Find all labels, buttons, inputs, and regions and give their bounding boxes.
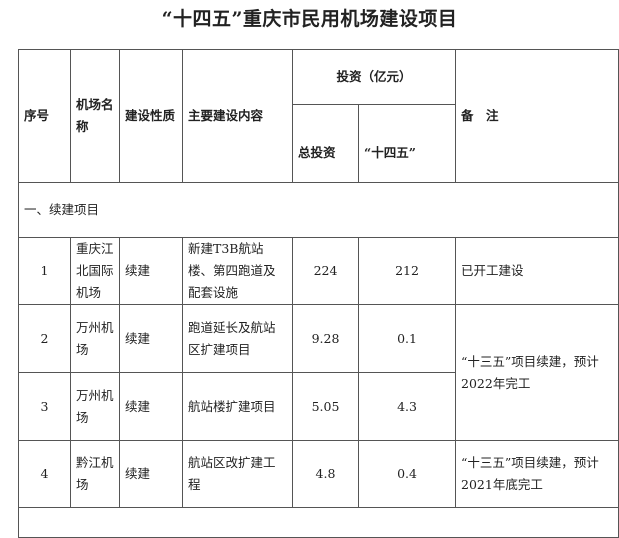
- row-type: 续建: [119, 237, 183, 305]
- row-total: 224: [292, 237, 359, 305]
- header-subrow: 总投资 “十四五”: [19, 104, 619, 183]
- header-total: 总投资: [292, 104, 359, 183]
- table-row-partial: [17, 507, 619, 538]
- row-total: 9.28: [292, 304, 359, 373]
- header-content: 主要建设内容: [182, 49, 293, 183]
- section-title: 一、续建项目: [17, 182, 619, 238]
- row-content: 航站区改扩建工程: [182, 440, 293, 508]
- row-type: 续建: [119, 440, 183, 508]
- row-plan: 212: [357, 237, 457, 305]
- row-total: 4.8: [292, 440, 359, 508]
- row-content: 跑道延长及航站区扩建项目: [182, 304, 293, 373]
- header-type: 建设性质: [119, 49, 183, 183]
- row-remark: “十三五”项目续建，预计2022年完工: [455, 304, 619, 441]
- table-row: 4 黔江机场 续建 航站区改扩建工程 4.8 0.4 “十三五”项目续建，预计2…: [18, 440, 619, 508]
- header-investment: 投资（亿元）: [291, 49, 457, 105]
- row-index: 4: [18, 440, 71, 508]
- row-remark: “十三五”项目续建，预计2021年底完工: [455, 440, 619, 508]
- row-remark: 已开工建设: [455, 237, 619, 305]
- row-content: 新建T3B航站楼、第四跑道及配套设施: [182, 237, 293, 305]
- table-row: 2 万州机场 续建 跑道延长及航站区扩建项目 9.28 0.1 “十三五”项目续…: [18, 304, 619, 441]
- header-row: 序号 机场名称 建设性质 主要建设内容 投资（亿元） 备 注: [18, 49, 619, 183]
- row-airport: 万州机场: [70, 304, 120, 373]
- section-row: 一、续建项目: [17, 182, 619, 238]
- row-content: 航站楼扩建项目: [182, 372, 293, 441]
- row-index: 3: [18, 372, 71, 441]
- row-total: 5.05: [292, 372, 359, 441]
- row-airport: 万州机场: [70, 372, 120, 441]
- page-title: “十四五”重庆市民用机场建设项目: [161, 8, 458, 30]
- row-plan: 0.4: [357, 440, 457, 508]
- header-airport: 机场名称: [70, 49, 120, 183]
- partial-cell: [17, 507, 619, 538]
- header-index: 序号: [18, 49, 71, 183]
- header-remark: 备 注: [455, 49, 619, 183]
- row-plan: 4.3: [357, 372, 457, 441]
- row-airport: 重庆江北国际机场: [70, 237, 120, 305]
- airport-projects-table: 序号 机场名称 建设性质 主要建设内容 投资（亿元） 备 注 总投资 “十四五”…: [17, 49, 619, 538]
- row-airport: 黔江机场: [70, 440, 120, 508]
- row-index: 2: [18, 304, 71, 373]
- row-plan: 0.1: [357, 304, 457, 373]
- header-plan: “十四五”: [357, 104, 457, 183]
- table-row: 3 万州机场 续建 航站楼扩建项目 5.05 4.3: [18, 372, 619, 441]
- row-index: 1: [18, 237, 71, 305]
- row-type: 续建: [119, 304, 183, 373]
- table-row: 1 重庆江北国际机场 续建 新建T3B航站楼、第四跑道及配套设施 224 212…: [18, 237, 619, 305]
- row-type: 续建: [119, 372, 183, 441]
